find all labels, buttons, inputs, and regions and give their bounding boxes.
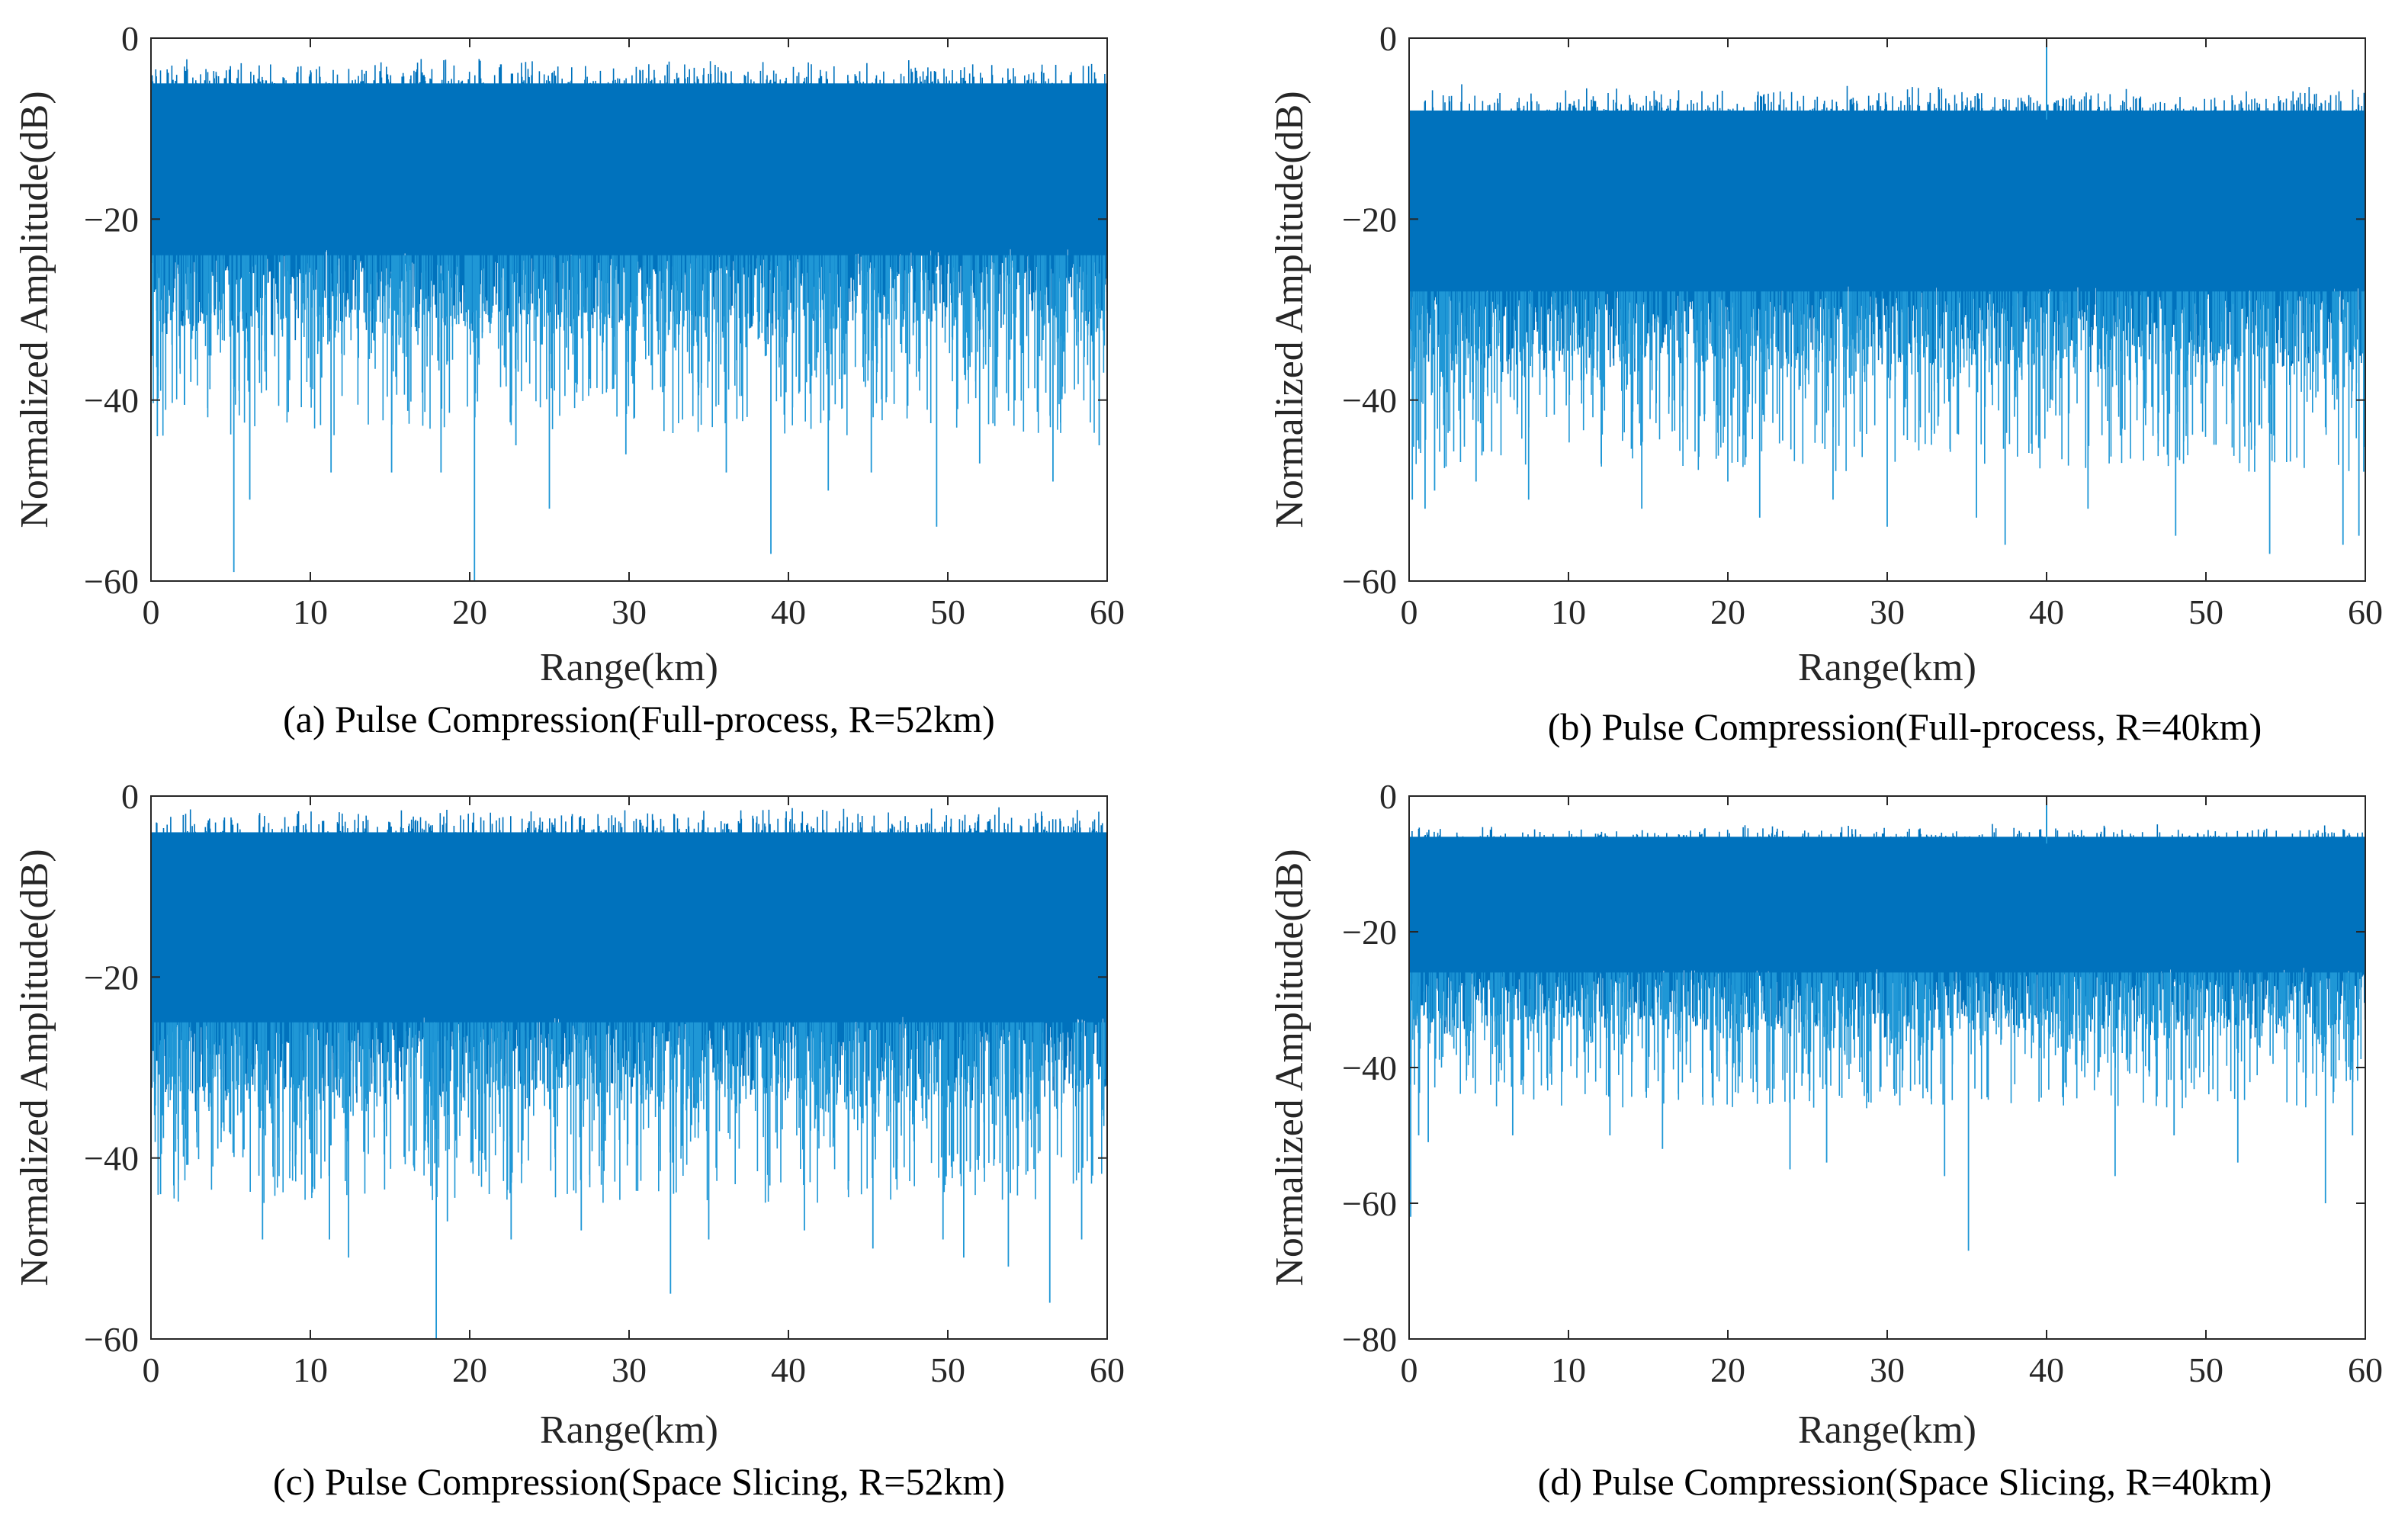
- x-tick-label: 60: [1090, 592, 1125, 631]
- x-tick-label: 10: [1551, 592, 1586, 631]
- y-tick-label: −60: [1342, 1184, 1397, 1223]
- noise-band-core: [151, 83, 1107, 246]
- x-tick-label: 50: [930, 592, 965, 631]
- x-tick-label: 40: [771, 1350, 806, 1389]
- x-tick-label: 30: [1870, 592, 1905, 631]
- x-tick-label: 60: [1090, 1350, 1125, 1389]
- x-axis-label: Range(km): [540, 1408, 718, 1452]
- plot-area: [151, 807, 1107, 1339]
- x-tick-label: 50: [930, 1350, 965, 1389]
- y-axis-label: Normalized Amplitude(dB): [1268, 849, 1312, 1286]
- y-tick-label: −40: [1342, 381, 1397, 420]
- x-tick-label: 10: [1551, 1350, 1586, 1389]
- y-tick-label: −40: [1342, 1048, 1397, 1087]
- y-tick-label: −60: [1342, 562, 1397, 601]
- x-tick-label: 10: [293, 592, 328, 631]
- x-axis-label: Range(km): [1798, 1408, 1976, 1452]
- x-axis-label: Range(km): [540, 646, 718, 689]
- panel-caption: (b) Pulse Compression(Full-process, R=40…: [1548, 705, 2262, 748]
- x-tick-label: 40: [2029, 1350, 2064, 1389]
- y-tick-label: −20: [84, 200, 139, 239]
- y-tick-label: −60: [84, 562, 139, 601]
- panel-c: 0 10 20 30 40 50 60 0 −20 −40 −60 Range(km) Normaliz…: [13, 777, 1125, 1503]
- y-tick-label: 0: [121, 19, 139, 58]
- y-axis-label: Normalized Amplitude(dB): [13, 91, 56, 528]
- signal-spikes: [153, 1022, 1106, 1203]
- plot-area: [1409, 38, 2365, 554]
- x-tick-label: 0: [143, 1350, 160, 1389]
- panel-caption: (d) Pulse Compression(Space Slicing, R=4…: [1538, 1460, 2272, 1503]
- y-tick-label: −20: [84, 958, 139, 997]
- x-tick-label: 30: [1870, 1350, 1905, 1389]
- panel-caption: (a) Pulse Compression(Full-process, R=52…: [283, 698, 995, 740]
- x-tick-label: 20: [452, 1350, 487, 1389]
- x-tick-label: 50: [2188, 592, 2223, 631]
- y-tick-label: −40: [84, 1139, 139, 1178]
- x-axis-label: Range(km): [1798, 646, 1976, 689]
- x-tick-label: 30: [612, 592, 647, 631]
- plot-area: [1409, 796, 2365, 1251]
- y-tick-label: −80: [1342, 1320, 1397, 1359]
- y-tick-label: −20: [1342, 200, 1397, 239]
- panel-b: 0 10 20 30 40 50 60 0 −20 −40 −60 Range(km) Normaliz…: [1268, 19, 2383, 748]
- plot-area: [151, 59, 1107, 581]
- y-tick-label: 0: [1379, 777, 1397, 816]
- y-axis-label: Normalized Amplitude(dB): [13, 849, 56, 1286]
- panel-caption: (c) Pulse Compression(Space Slicing, R=5…: [273, 1460, 1005, 1503]
- noise-band-core: [1409, 836, 2365, 966]
- y-tick-label: −60: [84, 1320, 139, 1359]
- x-tick-label: 0: [143, 592, 160, 631]
- x-tick-label: 20: [1710, 592, 1745, 631]
- x-tick-label: 30: [612, 1350, 647, 1389]
- x-tick-label: 0: [1401, 592, 1418, 631]
- panel-a: 0 10 20 30 40 50 60 0 −20 −40 −60 Range(km) Normaliz…: [13, 19, 1125, 740]
- noise-band-core: [1409, 110, 2365, 283]
- x-tick-label: 50: [2188, 1350, 2223, 1389]
- x-tick-label: 40: [2029, 592, 2064, 631]
- signal-spikes: [152, 255, 1107, 436]
- signal-spikes: [1410, 291, 2365, 472]
- x-tick-label: 0: [1401, 1350, 1418, 1389]
- x-tick-label: 20: [452, 592, 487, 631]
- x-tick-label: 60: [2348, 1350, 2383, 1389]
- x-tick-label: 10: [293, 1350, 328, 1389]
- y-tick-label: −40: [84, 381, 139, 420]
- x-tick-label: 20: [1710, 1350, 1745, 1389]
- x-tick-label: 40: [771, 592, 806, 631]
- y-tick-label: 0: [1379, 19, 1397, 58]
- panel-d: 0 10 20 30 40 50 60 0 −20 −40 −60 −80 Range(km) Norma…: [1268, 777, 2383, 1503]
- x-tick-label: 60: [2348, 592, 2383, 631]
- y-tick-label: 0: [121, 777, 139, 816]
- noise-band-core: [151, 832, 1107, 1013]
- y-axis-label: Normalized Amplitude(dB): [1268, 91, 1312, 528]
- y-tick-label: −20: [1342, 913, 1397, 952]
